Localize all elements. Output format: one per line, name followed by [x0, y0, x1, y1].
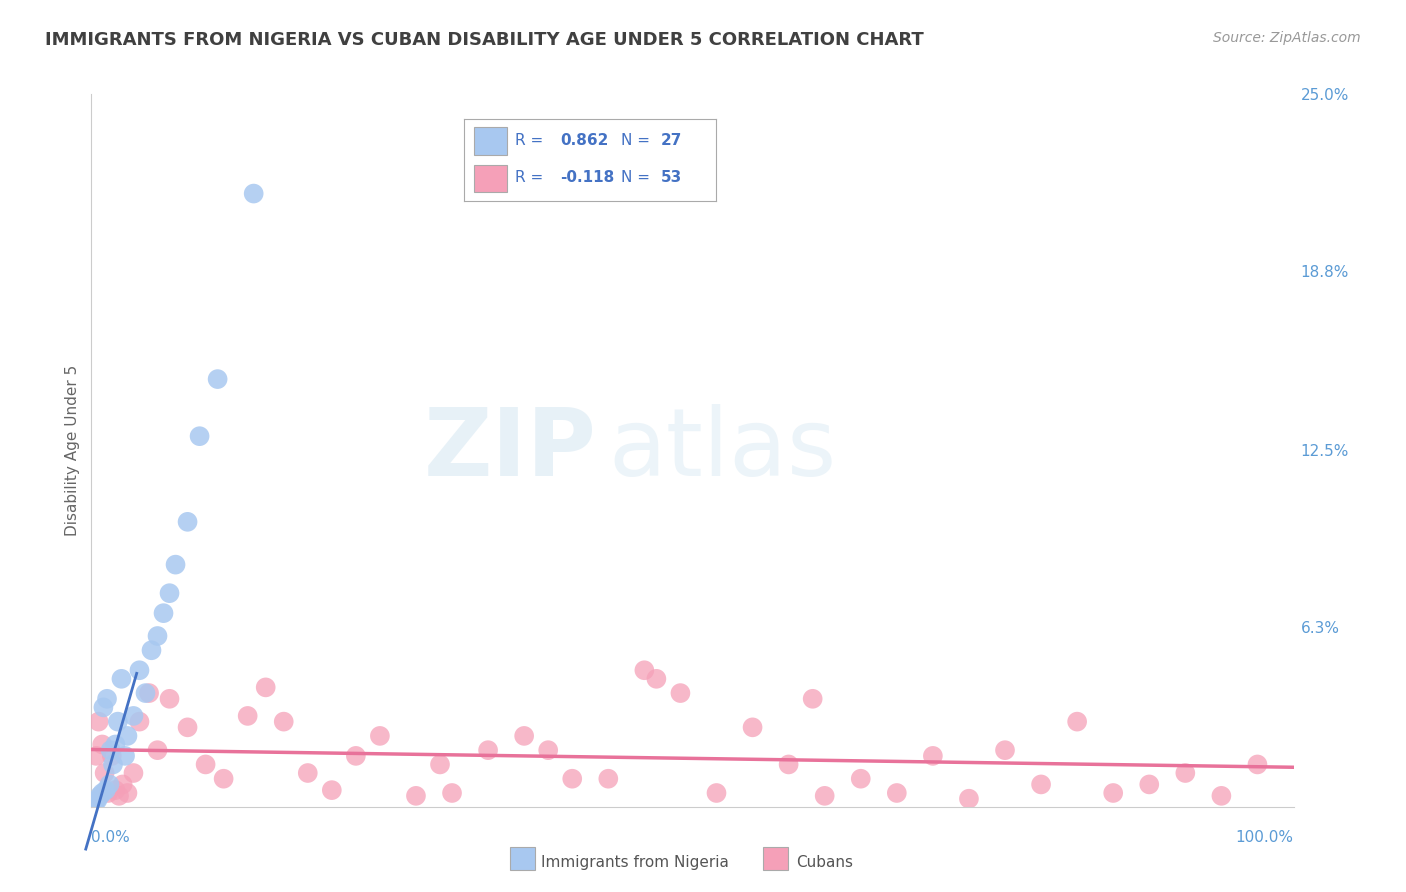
Point [922, 748, 945, 763]
Text: 53: 53 [661, 170, 682, 186]
Text: 27: 27 [661, 133, 682, 148]
Point [86, 793, 108, 807]
Text: Immigrants from Nigeria: Immigrants from Nigeria [540, 855, 728, 870]
Point [114, 748, 136, 763]
Point [146, 743, 169, 757]
Point [297, 766, 319, 780]
Point [561, 772, 583, 786]
Point [146, 629, 169, 643]
Point [778, 757, 800, 772]
Point [321, 783, 343, 797]
Point [104, 738, 127, 752]
Text: 100.0%: 100.0% [1236, 830, 1294, 845]
Text: ZIP: ZIP [423, 404, 596, 497]
Bar [474, 127, 508, 154]
Point [814, 789, 837, 803]
Point [477, 743, 499, 757]
Point [273, 714, 295, 729]
Text: R =: R = [515, 170, 548, 186]
Point [108, 789, 131, 803]
Point [165, 558, 187, 572]
Point [957, 791, 980, 805]
Text: 0.862: 0.862 [560, 133, 609, 148]
Point [98, 777, 121, 791]
Point [101, 757, 124, 772]
Point [194, 757, 217, 772]
Point [188, 429, 211, 443]
Point [1246, 757, 1268, 772]
Point [101, 748, 124, 763]
Text: Cubans: Cubans [796, 855, 853, 870]
Point [212, 772, 235, 786]
Point [513, 729, 536, 743]
Point [849, 772, 872, 786]
Point [801, 691, 824, 706]
Point [91, 738, 114, 752]
Point [94, 783, 117, 797]
Point [128, 663, 150, 677]
Point [207, 372, 229, 386]
Point [134, 686, 156, 700]
Point [111, 777, 134, 791]
Point [429, 757, 451, 772]
Point [141, 643, 163, 657]
Text: N =: N = [620, 133, 654, 148]
Text: N =: N = [620, 170, 654, 186]
Point [706, 786, 728, 800]
Point [122, 709, 145, 723]
Point [97, 786, 120, 800]
Point [128, 714, 150, 729]
Point [117, 786, 139, 800]
Point [138, 686, 160, 700]
Text: -0.118: -0.118 [560, 170, 614, 186]
Point [89, 789, 111, 803]
Point [91, 786, 114, 800]
Point [1211, 789, 1233, 803]
Point [741, 720, 763, 734]
Y-axis label: Disability Age Under 5: Disability Age Under 5 [65, 365, 80, 536]
Point [176, 720, 198, 734]
Point [84, 796, 107, 810]
Point [537, 743, 560, 757]
Point [104, 783, 127, 797]
Point [176, 515, 198, 529]
Point [87, 714, 110, 729]
Point [669, 686, 692, 700]
Point [100, 743, 122, 757]
Point [405, 789, 427, 803]
Text: 0.0%: 0.0% [91, 830, 131, 845]
Point [122, 766, 145, 780]
Point [1066, 714, 1088, 729]
Point [440, 786, 463, 800]
Point [93, 766, 115, 780]
Point [159, 586, 181, 600]
Point [645, 672, 668, 686]
Point [344, 748, 367, 763]
Point [117, 729, 139, 743]
Text: atlas: atlas [609, 404, 837, 497]
Point [368, 729, 391, 743]
Point [1137, 777, 1160, 791]
Point [152, 606, 174, 620]
Point [96, 691, 118, 706]
Point [84, 748, 107, 763]
Point [107, 714, 129, 729]
Point [1174, 766, 1197, 780]
Text: IMMIGRANTS FROM NIGERIA VS CUBAN DISABILITY AGE UNDER 5 CORRELATION CHART: IMMIGRANTS FROM NIGERIA VS CUBAN DISABIL… [45, 31, 924, 49]
Point [1029, 777, 1052, 791]
Point [110, 672, 132, 686]
Point [1102, 786, 1125, 800]
Point [159, 691, 181, 706]
Text: R =: R = [515, 133, 548, 148]
Point [886, 786, 908, 800]
Point [994, 743, 1017, 757]
Text: Source: ZipAtlas.com: Source: ZipAtlas.com [1213, 31, 1361, 45]
Point [93, 700, 115, 714]
Bar [474, 165, 508, 193]
Point [236, 709, 259, 723]
Point [242, 186, 264, 201]
Point [633, 663, 655, 677]
Point [598, 772, 620, 786]
Point [254, 681, 277, 695]
